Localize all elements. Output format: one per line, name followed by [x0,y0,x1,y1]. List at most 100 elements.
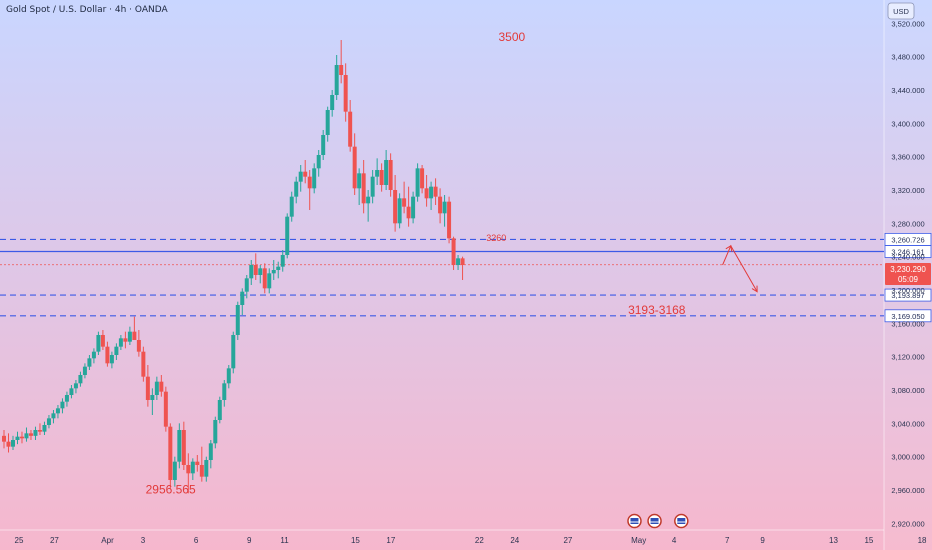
candle [249,260,254,285]
candle [33,426,38,440]
candle [222,380,227,407]
candle [285,213,290,259]
event-flag-icon[interactable] [647,513,662,529]
candle [456,255,461,270]
level-tag-box [884,309,932,323]
candle-body [123,338,128,342]
candle-body [249,265,254,279]
event-flag-canton [650,518,659,524]
candle-body [159,381,164,392]
price-tick-label: 3,440.000 [891,86,924,95]
annotation-label: 3260 [486,233,506,243]
candle [114,343,119,360]
candle [312,163,317,194]
candle [127,326,132,345]
candle [208,440,213,469]
candle-body [289,196,294,217]
price-tick-label: 3,240.000 [891,253,924,262]
event-flag-icon[interactable] [674,513,689,529]
candle [429,181,434,210]
annotation-label: 3193-3168 [628,303,686,317]
candle-body [393,190,398,224]
time-tick-label: 17 [386,536,395,545]
candle [24,427,29,442]
candle-body [82,366,87,375]
candle [118,335,123,350]
level-tag: 3,260.726 [884,232,932,246]
candle-body [10,440,15,447]
last-price-tag: 3,230.290 05:09 [885,263,931,285]
event-flag-icon[interactable] [627,513,642,529]
candle-body [55,408,60,414]
candle-body [460,258,465,265]
candle-body [433,186,438,197]
candle-body [339,65,344,75]
candle-body [199,465,204,477]
event-flag-canton [630,518,639,524]
price-tick-label: 3,160.000 [891,319,924,328]
level-tag-label: 3,169.050 [891,312,924,321]
candle-body [294,181,299,197]
candle-body [330,95,335,110]
time-tick-label: 9 [760,536,765,545]
candle-body [298,171,303,182]
candle [28,430,33,440]
currency-button[interactable]: USD [887,2,915,20]
candle-body [2,435,6,442]
candle-body [276,266,281,270]
candle [37,423,42,435]
candle-body [186,465,191,474]
candle-body [100,335,105,347]
candle [397,193,402,229]
candle-body [168,426,173,480]
candle [2,430,6,449]
candle-body [208,443,213,460]
candle [244,275,249,299]
candle-body [262,268,267,289]
candle-body [195,461,200,465]
last-price-box [885,263,931,285]
symbol-header[interactable]: Gold Spot / U.S. Dollar · 4h · OANDA [6,5,168,15]
candle [307,170,312,210]
candle [19,431,24,444]
candle-body [145,376,150,400]
candle [87,355,92,370]
candle [213,416,218,449]
event-flag-canton [677,518,686,524]
candle-body [190,461,195,474]
candle [42,421,47,435]
time-axis[interactable]: 25 27 Apr 3 6 9 11 15 17 22 24 27 May 4 7 9 13 15 18 [15,536,927,545]
candle-body [384,160,389,185]
candle-body [420,168,425,189]
candle-body [109,355,114,364]
time-tick-label: 27 [50,536,59,545]
candle [451,236,456,270]
price-tick-label: 2,960.000 [891,486,924,495]
candle [330,90,335,117]
levels-layer: 3,260.726 3,246.161 3,193.897 3,169.050 [0,232,932,323]
price-tick-label: 3,000.000 [891,453,924,462]
candle-body [285,216,290,255]
time-tick-label: 18 [918,536,927,545]
price-tick-label: 3,400.000 [891,119,924,128]
candle [204,456,209,482]
level-tag-label: 3,260.726 [891,235,924,244]
candle [177,423,182,469]
candle-body [438,196,443,214]
candle-body [244,278,249,292]
candle [334,55,339,100]
candle [298,165,303,192]
candle-body [231,335,236,369]
candle-body [366,196,371,204]
candle [172,456,177,487]
candle-body [181,430,186,465]
price-tick-label: 2,920.000 [891,519,924,528]
candle-body [163,391,168,427]
candle-body [28,433,33,436]
time-tick-label: 15 [864,536,873,545]
candle [379,163,384,192]
price-axis[interactable]: 3,520.000 3,480.000 3,440.000 3,400.000 3,36… [891,19,924,528]
candle-body [370,176,375,197]
